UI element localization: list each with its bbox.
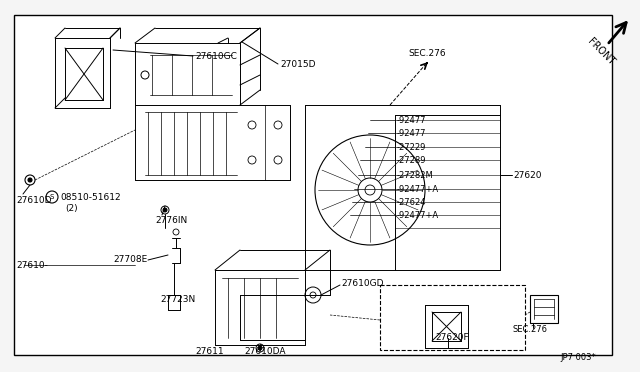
Text: (2): (2) [65,203,77,212]
Text: 27610D: 27610D [16,196,51,205]
Text: -27282M: -27282M [397,170,434,180]
Text: 27610GD: 27610GD [341,279,383,288]
Text: S: S [50,194,54,200]
Circle shape [258,346,262,350]
Text: -27624: -27624 [397,198,426,206]
Text: -92477+A: -92477+A [397,211,439,219]
Text: 27620F: 27620F [435,333,468,341]
Text: JP7 003*: JP7 003* [560,353,596,362]
Text: 2776IN: 2776IN [155,215,188,224]
Text: 27611: 27611 [195,347,223,356]
Text: -27289: -27289 [397,155,426,164]
Text: FRONT: FRONT [586,37,616,67]
Text: 27708E: 27708E [114,256,148,264]
Bar [380,285,525,350]
Text: 27610-: 27610- [16,260,48,269]
Text: 27723N: 27723N [160,295,195,305]
Text: -27229: -27229 [397,142,426,151]
Text: -92477: -92477 [397,115,426,125]
Text: -92477: -92477 [397,128,426,138]
Text: SEC.276: SEC.276 [408,48,445,58]
Circle shape [28,178,32,182]
Text: 27015D: 27015D [280,60,316,68]
Text: -92477+A: -92477+A [397,185,439,193]
Text: 27620: 27620 [513,170,541,180]
Bar [530,295,558,323]
Text: 08510-51612: 08510-51612 [60,192,120,202]
Text: 27610DA: 27610DA [244,347,285,356]
Text: SEC.276: SEC.276 [513,326,548,334]
Circle shape [163,208,167,212]
Text: 27610GC: 27610GC [195,51,237,61]
